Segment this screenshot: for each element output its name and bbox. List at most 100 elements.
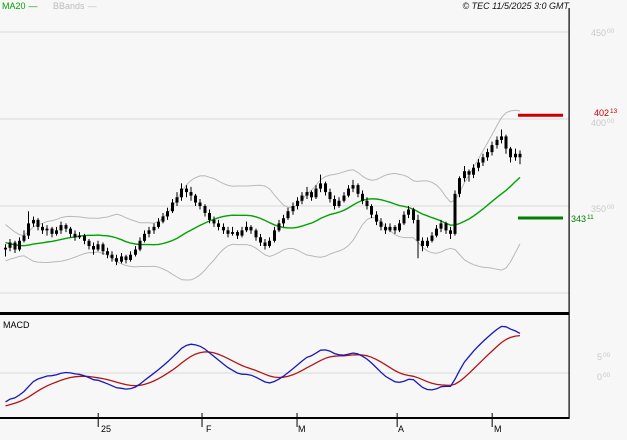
candle-body xyxy=(463,171,466,179)
legend-ma20-label: MA20 xyxy=(2,1,26,11)
candle-body xyxy=(375,214,378,222)
candle-body xyxy=(8,242,12,248)
candle-body xyxy=(337,200,341,206)
candle-body xyxy=(500,136,503,140)
candle-body xyxy=(78,235,81,238)
price-tick-450: 45000 xyxy=(591,28,615,38)
candle-body xyxy=(185,188,188,193)
ma20-line xyxy=(5,176,521,247)
x-axis-label-may: M xyxy=(494,424,502,434)
copyright-timestamp: © TEC 11/5/2025 3:0 GMT xyxy=(462,1,569,11)
candle-body xyxy=(393,226,397,231)
macd-tick-0: 000 xyxy=(597,372,611,382)
candle-body xyxy=(430,235,434,241)
candle-body xyxy=(300,195,304,201)
candle-body xyxy=(157,221,160,227)
candle-body xyxy=(379,221,383,227)
candle-body xyxy=(370,206,373,215)
candle-body xyxy=(291,206,295,212)
candle-body xyxy=(467,171,471,175)
candle-body xyxy=(96,244,100,250)
candle-body xyxy=(388,226,392,231)
candle-body xyxy=(143,233,146,241)
candle-body xyxy=(129,254,132,260)
price-tick-350: 35000 xyxy=(591,204,615,214)
candle-body xyxy=(286,211,290,219)
candle-body xyxy=(101,244,105,252)
macd-signal-line xyxy=(5,334,521,407)
candle-body xyxy=(189,192,193,196)
macd-panel-label: MACD xyxy=(3,320,30,330)
candle-body xyxy=(263,242,267,247)
candle-body xyxy=(407,209,410,215)
candle-body xyxy=(249,226,253,231)
candle-body xyxy=(217,223,220,227)
candle-body xyxy=(328,192,332,200)
candle-body xyxy=(45,228,49,231)
candle-body xyxy=(305,192,309,196)
ma20-line-swatch: — xyxy=(28,1,38,11)
candle-body xyxy=(231,232,234,234)
candle-body xyxy=(41,226,44,231)
candle-body xyxy=(490,145,494,153)
candle-body xyxy=(22,235,26,241)
x-axis-label-jan25: 25 xyxy=(101,424,112,434)
candle-body xyxy=(152,226,156,231)
candle-body xyxy=(412,209,415,220)
candle-body xyxy=(314,188,318,198)
candle-body xyxy=(212,219,216,224)
candle-body xyxy=(296,200,299,206)
candle-body xyxy=(477,162,480,168)
candle-body xyxy=(64,225,68,229)
candle-body xyxy=(32,219,35,224)
candle-body xyxy=(268,240,271,247)
bbands-line-swatch: — xyxy=(87,1,97,11)
candle-body xyxy=(504,136,508,149)
candle-body xyxy=(166,211,169,217)
candle-body xyxy=(36,219,40,227)
candle-body xyxy=(472,167,475,175)
panel-separator xyxy=(0,312,569,315)
candle-body xyxy=(240,230,244,236)
candle-body xyxy=(203,206,207,213)
candle-body xyxy=(509,148,512,158)
candle-body xyxy=(481,157,485,163)
candle-body xyxy=(453,193,457,234)
candle-body xyxy=(361,193,364,201)
candle-body xyxy=(333,199,336,206)
candle-body xyxy=(351,185,355,189)
candle-body xyxy=(147,230,151,234)
legend-bbands-label: BBands xyxy=(53,1,85,11)
candle-body xyxy=(402,214,406,224)
candle-body xyxy=(416,219,420,241)
candle-body xyxy=(106,251,109,255)
candle-body xyxy=(171,202,174,212)
candle-body xyxy=(282,218,285,224)
candle-body xyxy=(444,223,448,231)
candle-body xyxy=(83,235,86,241)
candle-body xyxy=(50,228,54,234)
candle-body xyxy=(384,226,387,231)
candle-body xyxy=(92,246,95,250)
candle-body xyxy=(120,256,123,262)
candle-body xyxy=(486,152,489,158)
candle-body xyxy=(194,195,197,203)
candle-body xyxy=(115,258,118,262)
indicator-legend: MA20— BBands — xyxy=(2,1,110,12)
candle-body xyxy=(18,240,21,250)
bollinger-upper-band xyxy=(5,109,521,237)
candle-body xyxy=(435,228,438,236)
candle-body xyxy=(180,188,183,198)
candle-body xyxy=(222,226,225,231)
candle-body xyxy=(356,185,360,194)
candle-body xyxy=(458,178,461,194)
support-price-label: 34311 xyxy=(571,214,594,224)
x-axis-label-mar: M xyxy=(298,424,306,434)
candle-body xyxy=(134,249,137,255)
candle-body xyxy=(13,242,17,250)
candle-body xyxy=(449,230,452,234)
candle-body xyxy=(421,240,424,247)
x-axis-label-feb: F xyxy=(206,424,212,434)
bollinger-lower-band xyxy=(5,216,521,281)
